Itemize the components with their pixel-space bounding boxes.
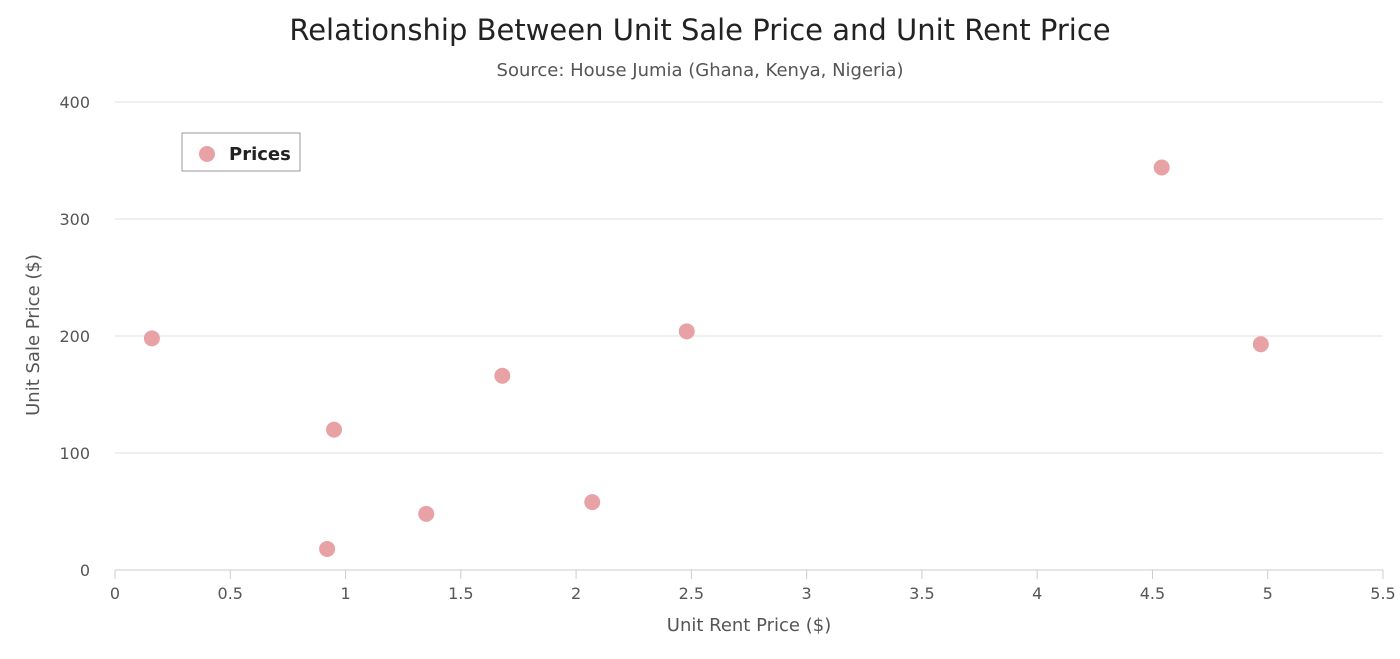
data-point[interactable] (418, 505, 435, 522)
x-tick-label: 3 (802, 584, 812, 603)
y-tick-label: 300 (59, 210, 90, 229)
x-tick-label: 3.5 (909, 584, 934, 603)
data-point[interactable] (584, 494, 601, 511)
y-tick-label: 0 (80, 561, 90, 580)
x-tick-label: 2.5 (679, 584, 704, 603)
y-axis-ticks: 0 100 200 300 400 (59, 93, 90, 580)
x-tick-label: 0 (110, 584, 120, 603)
gridlines (115, 101, 1383, 454)
x-tick-label: 4.5 (1140, 584, 1165, 603)
data-point[interactable] (326, 421, 343, 438)
x-axis: 0 0.5 1 1.5 2 2.5 3 3.5 4 4.5 5 5.5 (110, 569, 1396, 603)
y-axis-title: Unit Sale Price ($) (23, 254, 44, 416)
y-tick-label: 400 (59, 93, 90, 112)
y-tick-label: 100 (59, 444, 90, 463)
legend[interactable]: Prices (181, 132, 301, 172)
x-tick-label: 1.5 (448, 584, 473, 603)
data-point[interactable] (1252, 336, 1269, 353)
legend-marker-icon (199, 146, 215, 162)
chart-title: Relationship Between Unit Sale Price and… (289, 13, 1110, 47)
x-tick-label: 1 (340, 584, 350, 603)
x-tick-label: 0.5 (218, 584, 243, 603)
data-point[interactable] (678, 323, 695, 340)
chart-subtitle: Source: House Jumia (Ghana, Kenya, Niger… (497, 60, 904, 81)
data-points (143, 159, 1269, 557)
x-tick-label: 5 (1263, 584, 1273, 603)
legend-item-prices[interactable]: Prices (229, 144, 291, 165)
data-point[interactable] (494, 367, 511, 384)
x-tick-label: 5.5 (1370, 584, 1395, 603)
data-point[interactable] (1153, 159, 1170, 176)
x-tick-label: 2 (571, 584, 581, 603)
x-axis-title: Unit Rent Price ($) (667, 615, 831, 636)
y-tick-label: 200 (59, 327, 90, 346)
data-point[interactable] (143, 330, 160, 347)
x-tick-label: 4 (1032, 584, 1042, 603)
data-point[interactable] (319, 540, 336, 557)
